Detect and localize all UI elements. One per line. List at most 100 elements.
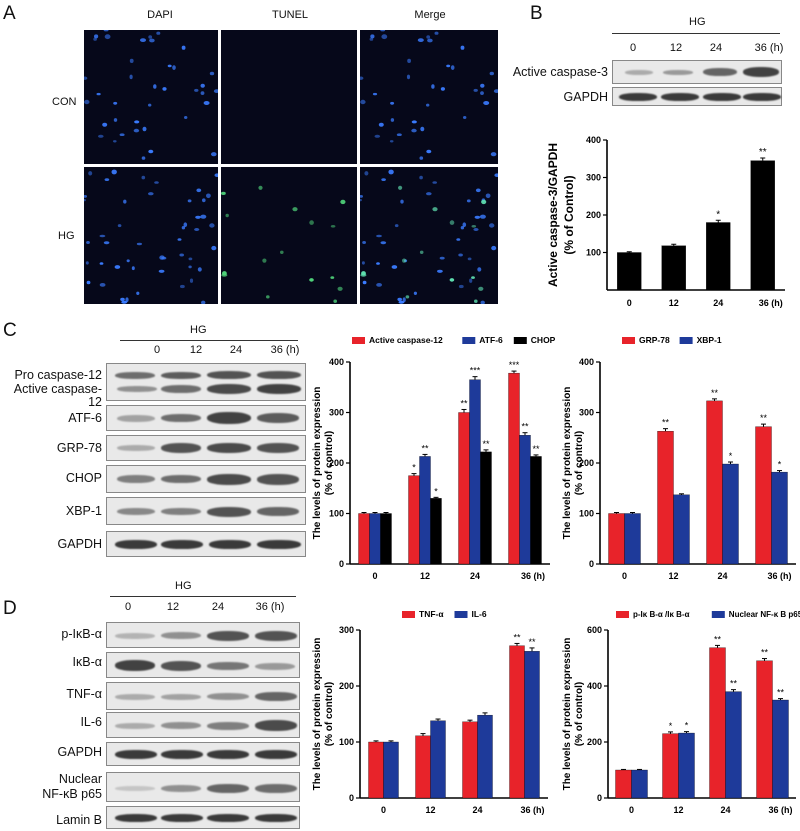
- bar: [624, 513, 641, 565]
- nucleus: [149, 38, 155, 43]
- lane-label: 0: [124, 601, 132, 613]
- significance-mark: *: [778, 460, 782, 470]
- nucleus: [206, 193, 211, 199]
- chart-b: 100 200 300 400 Active caspase-3/GAPDH (% of …: [546, 135, 785, 308]
- nucleus: [376, 234, 382, 238]
- nucleus: [362, 280, 367, 285]
- nucleus: [426, 35, 431, 39]
- bar: [368, 741, 384, 799]
- y-tick-label: 200: [329, 458, 344, 468]
- nucleus: [189, 278, 194, 283]
- x-tick-label: 0: [381, 805, 386, 815]
- nucleus: [104, 34, 111, 40]
- x-tick-label: 0: [627, 298, 632, 308]
- nucleus: [434, 31, 439, 35]
- nucleus: [376, 283, 382, 287]
- significance-mark: *: [685, 721, 689, 731]
- nucleus: [417, 38, 424, 42]
- nucleus: [180, 284, 185, 289]
- nucleus: [483, 101, 490, 105]
- y-tick-label: 300: [586, 173, 601, 183]
- nucleus: [481, 199, 487, 205]
- row-label-con: CON: [52, 96, 77, 108]
- nucleus: [125, 297, 129, 303]
- lane-label: 24: [709, 42, 723, 54]
- panel-d-hg-label: HG: [175, 580, 192, 592]
- bar: [725, 691, 742, 799]
- nucleus: [474, 299, 478, 303]
- bar: [771, 471, 788, 565]
- nucleus: [362, 241, 366, 244]
- nucleus: [398, 300, 405, 304]
- chart-d2: 0 200 400 600 The levels of protein expressi…: [562, 610, 800, 815]
- nucleus: [411, 120, 417, 124]
- nucleus: [141, 156, 146, 160]
- y-tick-label: 400: [579, 357, 594, 367]
- bar: [419, 456, 431, 565]
- panel-c-letter: C: [3, 320, 17, 341]
- nucleus: [197, 267, 202, 272]
- nucleus: [361, 261, 365, 265]
- x-tick-label: 12: [668, 571, 678, 581]
- nucleus: [172, 65, 176, 70]
- legend-label: IL-6: [472, 609, 487, 619]
- significance-mark: ***: [470, 366, 481, 376]
- nucleus: [391, 265, 398, 269]
- nucleus: [426, 103, 430, 107]
- x-tick-label: 24: [717, 571, 727, 581]
- x-tick-label: 24: [472, 805, 482, 815]
- blot-label-gapdh: GAPDH: [563, 90, 608, 104]
- nucleus: [96, 92, 101, 96]
- nucleus: [439, 256, 445, 260]
- nucleus: [390, 118, 395, 122]
- nucleus: [449, 278, 455, 282]
- nucleus: [156, 31, 161, 35]
- y-axis-label: The levels of protein expression: [312, 387, 323, 540]
- significance-mark: **: [460, 398, 468, 408]
- nucleus: [330, 276, 335, 279]
- significance-mark: **: [521, 422, 529, 432]
- y-axis-label: Active caspase-3/GAPDH: [546, 143, 560, 287]
- nucleus: [179, 253, 184, 257]
- panel-a-letter: A: [3, 3, 16, 24]
- col-label-dapi: DAPI: [147, 9, 173, 21]
- bar: [615, 769, 632, 799]
- y-tick-label: 100: [579, 509, 594, 519]
- significance-mark: **: [760, 413, 768, 423]
- y-tick-label: 200: [587, 737, 602, 747]
- significance-mark: **: [532, 444, 540, 454]
- y-axis-label: (% of Control): [562, 175, 576, 254]
- nucleus: [485, 193, 491, 199]
- nucleus: [426, 149, 432, 154]
- significance-mark: *: [434, 486, 438, 496]
- nucleus: [449, 220, 455, 225]
- nucleus: [136, 291, 140, 295]
- legend-swatch: [462, 337, 476, 344]
- panel-b-letter: B: [530, 3, 543, 24]
- nucleus: [195, 215, 201, 219]
- y-tick-label: 400: [586, 135, 601, 145]
- nucleus: [129, 58, 134, 63]
- legend-swatch: [622, 337, 635, 344]
- y-tick-label: 200: [586, 210, 601, 220]
- nucleus: [419, 175, 423, 180]
- bar: [617, 252, 642, 291]
- nucleus: [394, 224, 399, 228]
- bar: [408, 475, 420, 565]
- nucleus: [99, 234, 106, 238]
- nucleus: [458, 253, 463, 257]
- lane-label: 36 (h): [754, 42, 784, 54]
- nucleus: [406, 74, 411, 80]
- x-tick-label: 24: [720, 805, 730, 815]
- x-tick-label: 12: [420, 571, 430, 581]
- nucleus: [402, 297, 406, 303]
- nucleus: [196, 188, 202, 193]
- micrograph-con-tunel: [221, 30, 357, 164]
- col-label-merge: Merge: [414, 9, 446, 21]
- bar: [508, 372, 520, 565]
- lane-label: 12: [669, 42, 683, 54]
- nucleus: [364, 171, 369, 176]
- micrograph-con-dapi: [82, 28, 220, 164]
- bar: [722, 463, 739, 565]
- chart-c1: 0 100 200 300 400 The levels of protein expre…: [312, 335, 556, 581]
